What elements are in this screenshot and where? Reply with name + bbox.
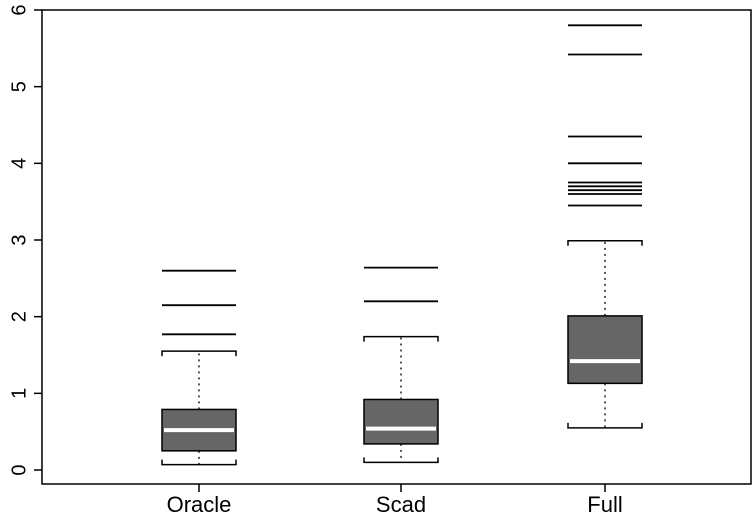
x-axis: Oracle Scad Full <box>167 484 623 517</box>
x-tick-label: Oracle <box>167 492 232 517</box>
iqr-box <box>567 315 643 385</box>
boxes-layer <box>161 24 643 466</box>
lower-whisker-cap <box>363 457 439 464</box>
upper-whisker-cap <box>161 350 237 357</box>
y-tick-label: 2 <box>8 311 30 322</box>
y-tick-label: 4 <box>8 158 30 169</box>
box-group-oracle <box>161 269 237 466</box>
y-tick-label: 6 <box>8 4 30 15</box>
upper-whisker-cap <box>567 240 643 246</box>
lower-whisker-cap <box>567 422 643 429</box>
y-tick-label: 3 <box>8 234 30 245</box>
x-tick-label: Scad <box>376 492 426 517</box>
box-group-full <box>567 24 643 429</box>
box-group-scad <box>363 266 439 464</box>
lower-whisker-cap <box>161 459 237 466</box>
y-tick-label: 0 <box>8 464 30 475</box>
plot-frame <box>41 9 752 485</box>
y-tick-label: 5 <box>8 81 30 92</box>
y-tick-label: 1 <box>8 388 30 399</box>
iqr-box <box>363 398 439 445</box>
upper-whisker-cap <box>363 335 439 342</box>
x-tick-label: Full <box>587 492 622 517</box>
y-axis: 0 1 2 3 4 5 6 <box>8 4 42 476</box>
